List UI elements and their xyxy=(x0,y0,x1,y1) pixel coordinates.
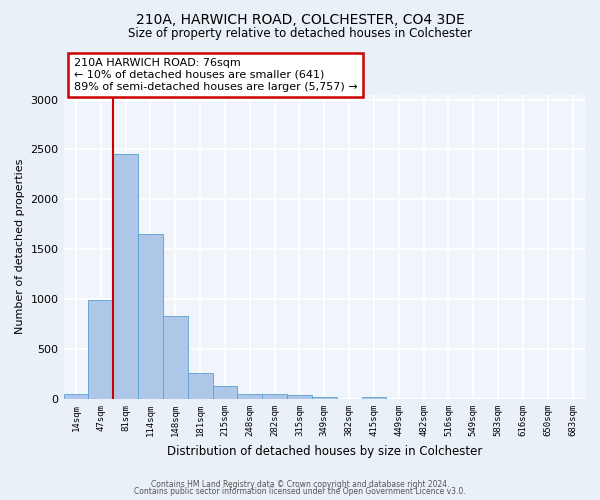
Bar xyxy=(138,234,163,399)
Bar xyxy=(287,395,312,399)
Bar xyxy=(262,394,287,399)
Bar xyxy=(312,397,337,399)
X-axis label: Distribution of detached houses by size in Colchester: Distribution of detached houses by size … xyxy=(167,444,482,458)
Text: 210A, HARWICH ROAD, COLCHESTER, CO4 3DE: 210A, HARWICH ROAD, COLCHESTER, CO4 3DE xyxy=(136,12,464,26)
Y-axis label: Number of detached properties: Number of detached properties xyxy=(15,159,25,334)
Bar xyxy=(212,386,238,399)
Text: Contains HM Land Registry data © Crown copyright and database right 2024.: Contains HM Land Registry data © Crown c… xyxy=(151,480,449,489)
Text: Size of property relative to detached houses in Colchester: Size of property relative to detached ho… xyxy=(128,28,472,40)
Bar xyxy=(188,372,212,399)
Text: Contains public sector information licensed under the Open Government Licence v3: Contains public sector information licen… xyxy=(134,487,466,496)
Bar xyxy=(64,394,88,399)
Bar xyxy=(362,397,386,399)
Bar xyxy=(163,316,188,399)
Text: 210A HARWICH ROAD: 76sqm
← 10% of detached houses are smaller (641)
89% of semi-: 210A HARWICH ROAD: 76sqm ← 10% of detach… xyxy=(74,58,358,92)
Bar xyxy=(238,394,262,399)
Bar xyxy=(88,300,113,399)
Bar xyxy=(113,154,138,399)
